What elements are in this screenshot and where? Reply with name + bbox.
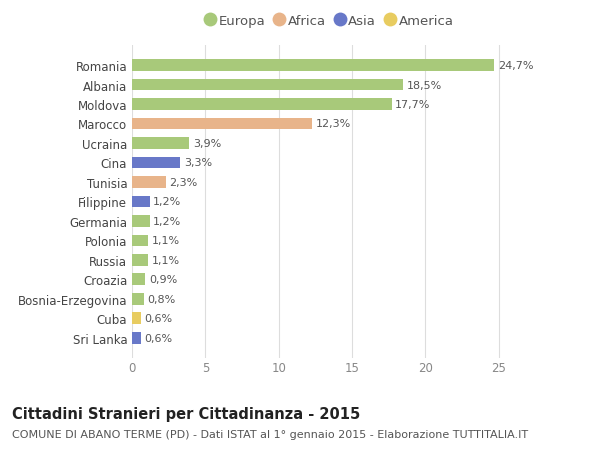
- Text: 0,6%: 0,6%: [145, 313, 173, 324]
- Text: 1,2%: 1,2%: [153, 216, 182, 226]
- Bar: [132, 235, 148, 246]
- Bar: [132, 216, 149, 227]
- Text: 2,3%: 2,3%: [169, 178, 197, 188]
- Bar: [132, 274, 145, 285]
- Bar: [132, 79, 403, 91]
- Bar: [132, 118, 313, 130]
- Text: Cittadini Stranieri per Cittadinanza - 2015: Cittadini Stranieri per Cittadinanza - 2…: [12, 406, 360, 421]
- Text: 3,9%: 3,9%: [193, 139, 221, 149]
- Text: 1,1%: 1,1%: [152, 236, 180, 246]
- Bar: [132, 60, 494, 72]
- Bar: [132, 293, 144, 305]
- Text: 17,7%: 17,7%: [395, 100, 431, 110]
- Text: 0,9%: 0,9%: [149, 274, 177, 285]
- Bar: [132, 99, 392, 111]
- Text: 3,3%: 3,3%: [184, 158, 212, 168]
- Text: 1,1%: 1,1%: [152, 255, 180, 265]
- Bar: [132, 313, 141, 325]
- Bar: [132, 138, 189, 150]
- Bar: [132, 254, 148, 266]
- Bar: [132, 196, 149, 208]
- Text: 24,7%: 24,7%: [498, 61, 533, 71]
- Text: 12,3%: 12,3%: [316, 119, 352, 129]
- Text: 18,5%: 18,5%: [407, 80, 442, 90]
- Bar: [132, 157, 181, 169]
- Text: COMUNE DI ABANO TERME (PD) - Dati ISTAT al 1° gennaio 2015 - Elaborazione TUTTIT: COMUNE DI ABANO TERME (PD) - Dati ISTAT …: [12, 429, 528, 439]
- Text: 1,2%: 1,2%: [153, 197, 182, 207]
- Bar: [132, 177, 166, 188]
- Bar: [132, 332, 141, 344]
- Text: 0,8%: 0,8%: [148, 294, 176, 304]
- Legend: Europa, Africa, Asia, America: Europa, Africa, Asia, America: [206, 15, 454, 28]
- Text: 0,6%: 0,6%: [145, 333, 173, 343]
